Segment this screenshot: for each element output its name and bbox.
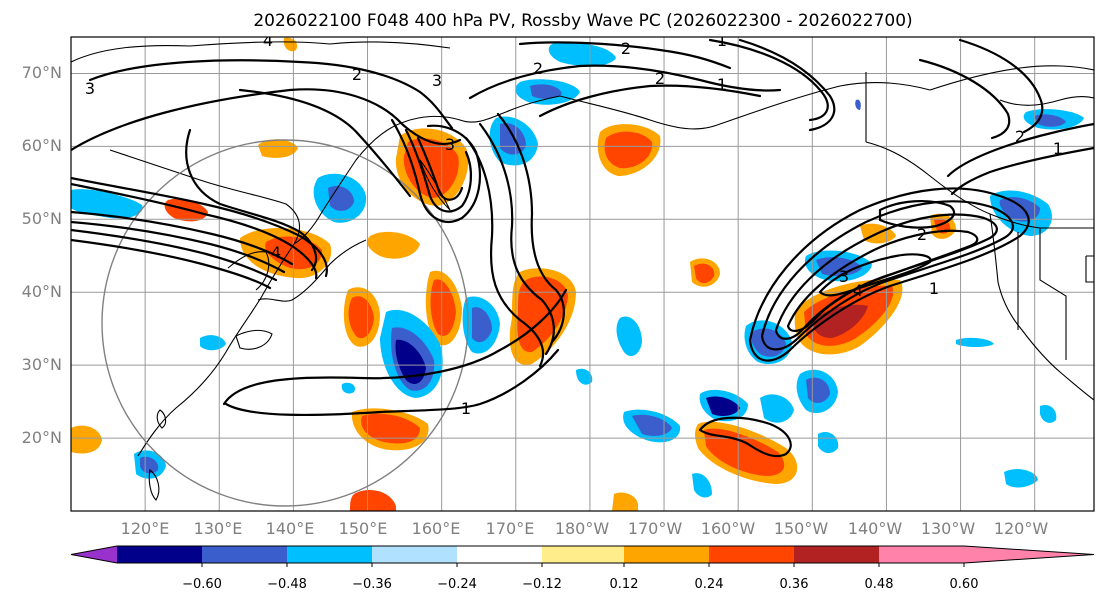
colorbar-tick-label: 0.12	[610, 577, 639, 592]
contour-label: 1	[929, 279, 939, 298]
lon-label: 130°E	[194, 519, 243, 538]
lon-label: 140°W	[848, 519, 903, 538]
contour-label: 3	[85, 79, 95, 98]
colorbar-extend-left	[71, 546, 117, 563]
figure: 2026022100 F048 400 hPa PV, Rossby Wave …	[0, 0, 1105, 604]
lon-label: 180°W	[555, 519, 610, 538]
contour-label: 2	[621, 39, 631, 58]
figure-title: 2026022100 F048 400 hPa PV, Rossby Wave …	[253, 11, 912, 31]
lon-label: 150°E	[339, 519, 388, 538]
colorbar-tick-label: 0.60	[950, 577, 979, 592]
colorbar-swatch	[794, 546, 879, 563]
lon-label: 120°W	[994, 519, 1049, 538]
colorbar-swatch	[879, 546, 964, 563]
latitude-labels: 70°N 60°N 50°N 40°N 30°N 20°N	[22, 63, 62, 447]
colorbar-swatch	[457, 546, 542, 563]
colorbar-swatch	[202, 546, 287, 563]
contour-label: 1	[461, 399, 471, 418]
colorbar-swatch	[624, 546, 709, 563]
colorbar-swatch	[542, 546, 624, 563]
colorbar-tick-label: −0.24	[437, 577, 477, 592]
contour-label: 4	[271, 243, 281, 262]
contour-label: 2	[655, 69, 665, 88]
colorbar-ticks	[202, 563, 964, 567]
lat-label: 70°N	[22, 63, 62, 82]
contour-label: 4	[263, 31, 273, 50]
lon-label: 170°E	[486, 519, 535, 538]
lon-label: 130°W	[921, 519, 976, 538]
map-background	[71, 37, 1094, 511]
lat-label: 60°N	[22, 136, 62, 155]
colorbar-swatch	[709, 546, 794, 563]
colorbar-swatch	[117, 546, 202, 563]
contour-label: 2	[352, 65, 362, 84]
lat-label: 20°N	[22, 428, 62, 447]
contour-label: 3	[445, 135, 455, 154]
contour-label: 4	[853, 281, 863, 300]
lat-label: 50°N	[22, 209, 62, 228]
colorbar-swatch	[287, 546, 372, 563]
lon-label: 170°W	[628, 519, 683, 538]
lon-label: 160°W	[701, 519, 756, 538]
contour-label: 2	[917, 225, 927, 244]
contour-label: 3	[839, 267, 849, 286]
colorbar-tick-label: −0.48	[267, 577, 307, 592]
colorbar-extend-right	[964, 546, 1094, 563]
colorbar-tick-label: 0.36	[780, 577, 809, 592]
lon-label: 150°W	[774, 519, 829, 538]
map-panel: 4 3 2 3 2 1 2 1 2 3 4 1 2 1 2 3 4 1	[71, 31, 1094, 511]
contour-label: 1	[717, 75, 727, 94]
colorbar-tick-label: −0.60	[182, 577, 222, 592]
lon-label: 120°E	[121, 519, 170, 538]
lon-label: 140°E	[266, 519, 315, 538]
contour-label: 2	[533, 59, 543, 78]
colorbar-swatch	[372, 546, 457, 563]
contour-label: 2	[1015, 127, 1025, 146]
lat-label: 40°N	[22, 282, 62, 301]
contour-label: 3	[432, 71, 442, 90]
lon-label: 160°E	[412, 519, 461, 538]
colorbar-tick-label: −0.36	[352, 577, 392, 592]
colorbar-tick-label: −0.12	[522, 577, 562, 592]
contour-label: 1	[717, 31, 727, 50]
colorbar-tick-label: 0.48	[865, 577, 894, 592]
colorbar: −0.60 −0.48 −0.36 −0.24 −0.12 0.12 0.24 …	[71, 546, 1094, 592]
lat-label: 30°N	[22, 355, 62, 374]
longitude-labels: 120°E 130°E 140°E 150°E 160°E 170°E 180°…	[121, 519, 1049, 538]
contour-label: 1	[1053, 139, 1063, 158]
colorbar-tick-label: 0.24	[695, 577, 724, 592]
